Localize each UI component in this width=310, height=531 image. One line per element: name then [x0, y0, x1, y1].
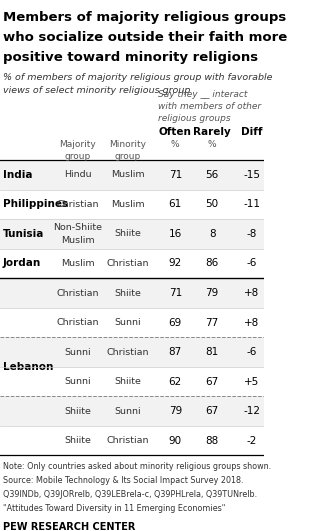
Text: India: India — [3, 170, 32, 180]
Text: -2: -2 — [246, 435, 257, 446]
Text: -6: -6 — [246, 259, 257, 269]
Text: 90: 90 — [169, 435, 182, 446]
Text: positive toward minority religions: positive toward minority religions — [3, 51, 258, 64]
Text: views of select minority religious group: views of select minority religious group — [3, 86, 190, 95]
Text: +8: +8 — [244, 318, 259, 328]
Text: Shiite: Shiite — [114, 377, 141, 386]
Text: 50: 50 — [206, 200, 219, 209]
Text: 86: 86 — [206, 259, 219, 269]
FancyBboxPatch shape — [0, 426, 264, 456]
Text: Majority
group: Majority group — [60, 140, 96, 160]
Text: Members of majority religious groups: Members of majority religious groups — [3, 11, 286, 24]
FancyBboxPatch shape — [0, 190, 264, 219]
Text: Muslim: Muslim — [61, 259, 95, 268]
FancyBboxPatch shape — [0, 219, 264, 249]
Text: -8: -8 — [246, 229, 257, 239]
Text: 87: 87 — [169, 347, 182, 357]
Text: -15: -15 — [243, 170, 260, 180]
Text: 61: 61 — [169, 200, 182, 209]
Text: Christian: Christian — [107, 348, 149, 357]
Text: -6: -6 — [246, 347, 257, 357]
Text: 71: 71 — [169, 288, 182, 298]
Text: Shiite: Shiite — [64, 436, 91, 445]
Text: Christian: Christian — [56, 200, 99, 209]
Text: Philippines: Philippines — [3, 200, 68, 209]
FancyBboxPatch shape — [0, 249, 264, 278]
Text: % of members of majority religious group with favorable: % of members of majority religious group… — [3, 73, 272, 82]
Text: %: % — [208, 140, 216, 149]
Text: 56: 56 — [206, 170, 219, 180]
Text: 81: 81 — [206, 347, 219, 357]
Text: Hindu: Hindu — [64, 170, 91, 179]
Text: Sunni: Sunni — [114, 318, 141, 327]
Text: -12: -12 — [243, 406, 260, 416]
Text: "Attitudes Toward Diversity in 11 Emerging Economies": "Attitudes Toward Diversity in 11 Emergi… — [3, 503, 225, 512]
Text: Sunni: Sunni — [64, 348, 91, 357]
FancyBboxPatch shape — [0, 337, 264, 367]
Text: Christian: Christian — [107, 436, 149, 445]
Text: Muslim: Muslim — [111, 170, 145, 179]
Text: Sunni: Sunni — [64, 377, 91, 386]
Text: Note: Only countries asked about minority religious groups shown.: Note: Only countries asked about minorit… — [3, 461, 271, 470]
FancyBboxPatch shape — [0, 367, 264, 396]
Text: +5: +5 — [244, 376, 259, 387]
Text: Shiite: Shiite — [64, 407, 91, 416]
Text: 69: 69 — [169, 318, 182, 328]
Text: Diff: Diff — [241, 127, 263, 138]
Text: 8: 8 — [209, 229, 215, 239]
Text: Non-Shiite: Non-Shiite — [53, 222, 102, 232]
Text: 92: 92 — [169, 259, 182, 269]
Text: +8: +8 — [244, 288, 259, 298]
FancyBboxPatch shape — [0, 160, 264, 190]
Text: 71: 71 — [169, 170, 182, 180]
Text: 62: 62 — [169, 376, 182, 387]
Text: Shiite: Shiite — [114, 229, 141, 238]
Text: Christian: Christian — [56, 288, 99, 297]
Text: Sunni: Sunni — [114, 407, 141, 416]
Text: Minority
group: Minority group — [109, 140, 146, 160]
Text: 88: 88 — [206, 435, 219, 446]
FancyBboxPatch shape — [0, 396, 264, 426]
Text: Jordan: Jordan — [3, 259, 41, 269]
Text: %: % — [171, 140, 179, 149]
FancyBboxPatch shape — [0, 308, 264, 337]
Text: 67: 67 — [206, 406, 219, 416]
Text: 16: 16 — [169, 229, 182, 239]
Text: Shiite: Shiite — [114, 288, 141, 297]
Text: PEW RESEARCH CENTER: PEW RESEARCH CENTER — [3, 522, 135, 531]
Text: 77: 77 — [206, 318, 219, 328]
Text: -11: -11 — [243, 200, 260, 209]
FancyBboxPatch shape — [0, 278, 264, 308]
Text: Muslim: Muslim — [61, 236, 95, 245]
Text: Rarely: Rarely — [193, 127, 231, 138]
Text: 67: 67 — [206, 376, 219, 387]
Text: Christian: Christian — [107, 259, 149, 268]
Text: Muslim: Muslim — [111, 200, 145, 209]
Text: Say they __ interact
with members of other
religious groups: Say they __ interact with members of oth… — [158, 90, 261, 123]
Text: who socialize outside their faith more: who socialize outside their faith more — [3, 31, 287, 44]
Text: 79: 79 — [169, 406, 182, 416]
Text: Lebanon: Lebanon — [3, 362, 53, 372]
Text: Tunisia: Tunisia — [3, 229, 44, 239]
Text: Christian: Christian — [56, 318, 99, 327]
Text: Source: Mobile Technology & Its Social Impact Survey 2018.: Source: Mobile Technology & Its Social I… — [3, 476, 243, 485]
Text: Q39INDb, Q39JORrelb, Q39LEBrela-c, Q39PHLrela, Q39TUNrelb.: Q39INDb, Q39JORrelb, Q39LEBrela-c, Q39PH… — [3, 490, 257, 499]
Text: 79: 79 — [206, 288, 219, 298]
Text: Often: Often — [159, 127, 192, 138]
